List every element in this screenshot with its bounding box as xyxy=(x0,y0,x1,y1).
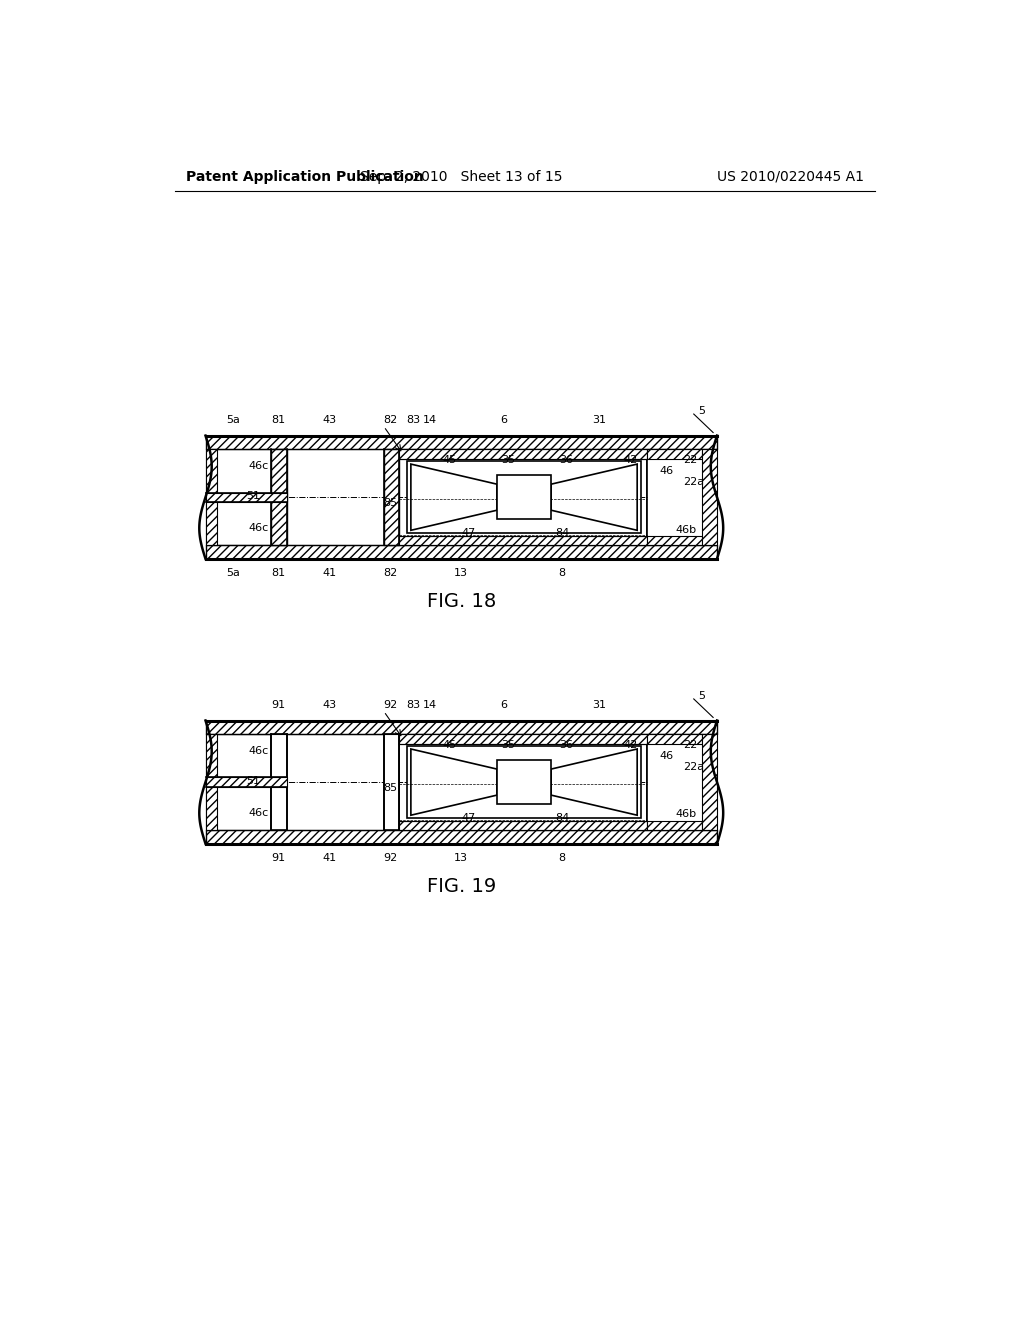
Text: 41: 41 xyxy=(323,853,337,862)
Bar xyxy=(647,449,717,545)
Bar xyxy=(647,449,701,459)
Bar xyxy=(271,449,287,545)
Bar xyxy=(647,536,701,545)
Text: 36: 36 xyxy=(559,741,572,750)
Text: 22a: 22a xyxy=(683,762,705,772)
Text: 46b: 46b xyxy=(676,524,696,535)
Bar xyxy=(206,721,717,734)
Text: 8: 8 xyxy=(558,853,565,862)
Text: 8: 8 xyxy=(558,568,565,578)
Bar xyxy=(206,545,717,558)
Text: 6: 6 xyxy=(501,416,507,425)
Bar xyxy=(384,734,399,830)
Bar xyxy=(399,734,647,830)
Text: 22a: 22a xyxy=(683,477,705,487)
Text: 43: 43 xyxy=(323,416,337,425)
Text: 14: 14 xyxy=(423,700,437,710)
Text: 81: 81 xyxy=(271,568,286,578)
Text: FIG. 18: FIG. 18 xyxy=(427,591,496,611)
Bar xyxy=(206,777,287,787)
Text: Patent Application Publication: Patent Application Publication xyxy=(186,170,424,183)
Text: 46c: 46c xyxy=(249,808,269,818)
Bar xyxy=(407,461,641,533)
Text: 92: 92 xyxy=(383,700,397,710)
Bar xyxy=(206,734,217,830)
Text: 81: 81 xyxy=(271,416,286,425)
Bar xyxy=(399,449,647,545)
Bar xyxy=(701,734,717,830)
Text: 42: 42 xyxy=(623,741,637,750)
Text: 46c: 46c xyxy=(249,523,269,533)
Text: 85: 85 xyxy=(384,783,397,793)
Text: 5a: 5a xyxy=(226,416,241,425)
Text: 47: 47 xyxy=(462,813,476,822)
Text: 31: 31 xyxy=(592,700,606,710)
Bar xyxy=(271,734,287,830)
Text: 92: 92 xyxy=(383,853,397,862)
Text: FIG. 19: FIG. 19 xyxy=(427,876,496,895)
Text: US 2010/0220445 A1: US 2010/0220445 A1 xyxy=(717,170,864,183)
Text: 91: 91 xyxy=(271,700,286,710)
Text: 13: 13 xyxy=(455,568,468,578)
Text: 46c: 46c xyxy=(249,462,269,471)
Bar xyxy=(399,821,647,830)
Bar xyxy=(647,734,717,830)
Bar xyxy=(399,449,647,459)
Bar xyxy=(206,436,717,449)
Text: 84: 84 xyxy=(555,813,569,822)
Text: 82: 82 xyxy=(383,416,397,425)
Bar xyxy=(206,449,217,545)
Text: 31: 31 xyxy=(592,416,606,425)
Bar xyxy=(399,734,647,743)
Bar xyxy=(497,760,551,804)
Bar xyxy=(647,821,701,830)
Text: 42: 42 xyxy=(623,455,637,465)
Text: 82: 82 xyxy=(383,568,397,578)
Text: 22: 22 xyxy=(684,741,697,750)
Text: 84: 84 xyxy=(555,528,569,537)
Bar xyxy=(399,536,647,545)
Bar xyxy=(206,830,717,843)
Text: 45: 45 xyxy=(442,741,457,750)
Text: 35: 35 xyxy=(501,455,515,465)
Text: 35: 35 xyxy=(501,741,515,750)
Text: Sep. 2, 2010   Sheet 13 of 15: Sep. 2, 2010 Sheet 13 of 15 xyxy=(360,170,562,183)
Text: 6: 6 xyxy=(501,700,507,710)
Bar xyxy=(206,449,271,545)
Text: 43: 43 xyxy=(323,700,337,710)
Text: 47: 47 xyxy=(462,528,476,537)
Text: 83: 83 xyxy=(407,416,420,425)
Text: 5: 5 xyxy=(698,407,705,416)
Text: 14: 14 xyxy=(423,416,437,425)
Text: 13: 13 xyxy=(455,853,468,862)
Bar xyxy=(206,492,287,502)
Text: 46c: 46c xyxy=(249,746,269,756)
Bar xyxy=(384,449,399,545)
Bar xyxy=(647,734,701,743)
Text: 83: 83 xyxy=(407,700,420,710)
Text: 22: 22 xyxy=(684,455,697,465)
Text: 41: 41 xyxy=(323,568,337,578)
Bar xyxy=(407,746,641,818)
Bar xyxy=(701,449,717,545)
Text: 85: 85 xyxy=(384,499,397,508)
Text: 46b: 46b xyxy=(676,809,696,820)
Bar xyxy=(206,734,271,830)
Text: 36: 36 xyxy=(559,455,572,465)
Text: 51: 51 xyxy=(246,776,260,785)
Text: 46: 46 xyxy=(659,751,674,760)
Text: 45: 45 xyxy=(442,455,457,465)
Text: 91: 91 xyxy=(271,853,286,862)
Bar xyxy=(497,475,551,519)
Text: 46: 46 xyxy=(659,466,674,477)
Text: 51: 51 xyxy=(246,491,260,500)
Text: 5a: 5a xyxy=(226,568,241,578)
Text: 5: 5 xyxy=(698,690,705,701)
